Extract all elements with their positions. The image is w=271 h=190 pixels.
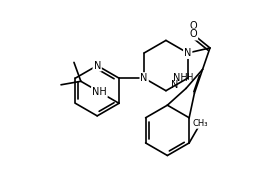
Text: N: N xyxy=(140,73,148,83)
Text: N: N xyxy=(93,61,101,70)
Text: CH₃: CH₃ xyxy=(193,119,208,128)
Text: N: N xyxy=(171,80,178,90)
Text: O: O xyxy=(189,21,197,31)
Text: H: H xyxy=(186,73,192,82)
Text: NH: NH xyxy=(173,73,188,83)
Text: NH: NH xyxy=(92,87,107,97)
Text: O: O xyxy=(189,29,197,40)
Text: N: N xyxy=(184,48,191,58)
